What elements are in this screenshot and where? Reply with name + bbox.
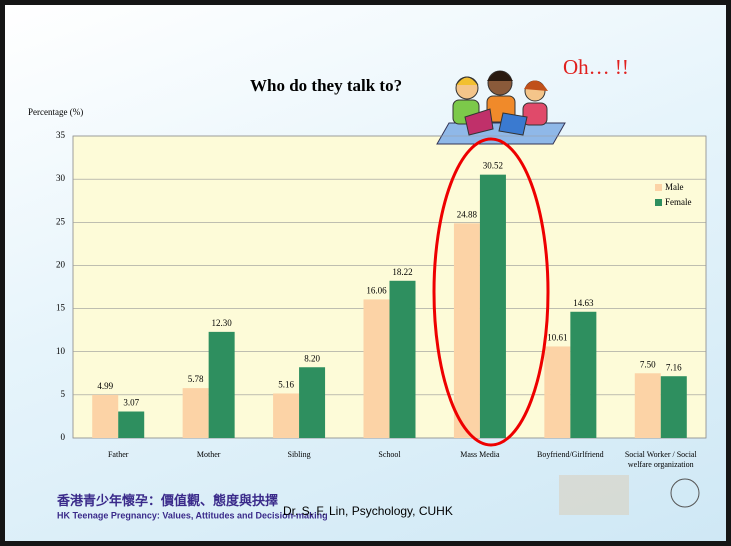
legend-swatch (655, 184, 662, 191)
bar (363, 299, 390, 438)
data-label: 30.52 (483, 161, 503, 171)
x-tick-label: Mass Media (460, 450, 500, 459)
data-label: 12.30 (212, 318, 233, 328)
data-label: 18.22 (392, 267, 412, 277)
chart: Who do they talk to? Oh… !! Percentage (… (28, 55, 707, 520)
data-label: 8.20 (304, 353, 320, 363)
y-tick-label: 25 (56, 216, 66, 226)
annotation: Oh… !! (563, 55, 629, 79)
bar (453, 223, 480, 438)
y-tick-label: 15 (56, 303, 66, 313)
x-tick-label: Father (107, 450, 129, 459)
bar (118, 411, 145, 438)
y-tick-label: 20 (56, 259, 66, 269)
y-tick-label: 30 (56, 173, 66, 183)
bar (182, 388, 209, 438)
legend-label: Male (665, 182, 684, 192)
bar (389, 280, 416, 438)
bar (544, 346, 571, 438)
data-label: 7.16 (666, 362, 682, 372)
data-label: 4.99 (97, 381, 113, 391)
bar (273, 393, 300, 438)
data-label: 24.88 (457, 209, 478, 219)
data-label: 16.06 (366, 285, 387, 295)
x-tick-label: Sibling (287, 450, 311, 459)
y-tick-label: 10 (56, 346, 66, 356)
x-tick-label: Mother (196, 450, 221, 459)
x-tick-label: Boyfriend/Girlfriend (537, 450, 604, 459)
data-label: 5.78 (188, 374, 204, 384)
legend-label: Female (665, 197, 692, 207)
bar (660, 376, 687, 438)
bar (92, 394, 119, 438)
y-axis-label: Percentage (%) (28, 107, 83, 117)
data-label: 5.16 (278, 380, 294, 390)
x-tick-label: School (378, 450, 401, 459)
data-label: 14.63 (573, 298, 594, 308)
credit: Dr. S. F. Lin, Psychology, CUHK (283, 504, 453, 518)
data-label: 7.50 (640, 359, 656, 369)
cartoon (436, 70, 566, 145)
data-label: 10.61 (547, 333, 567, 343)
x-tick-label: Social Worker / Social welfare organizat… (624, 450, 697, 469)
project-title-zh: 香港青少年懷孕：價值觀、態度與抉擇 (56, 493, 278, 508)
bar (299, 367, 326, 438)
y-tick-label: 0 (61, 432, 66, 442)
y-tick-label: 35 (56, 130, 66, 140)
highlight-ellipse (432, 137, 550, 447)
bar (208, 331, 235, 438)
bar (634, 373, 661, 438)
logo: 香港青少年懷孕：價值觀、態度與抉擇 HK Teenage Pregnancy: … (56, 475, 700, 520)
y-tick-label: 5 (61, 389, 66, 399)
bar (479, 174, 506, 438)
bar (570, 311, 597, 438)
chart-title: Who do they talk to? (250, 76, 402, 95)
data-label: 3.07 (123, 398, 139, 408)
legend-swatch (655, 199, 662, 206)
project-title-en: HK Teenage Pregnancy: Values, Attitudes … (57, 510, 328, 520)
